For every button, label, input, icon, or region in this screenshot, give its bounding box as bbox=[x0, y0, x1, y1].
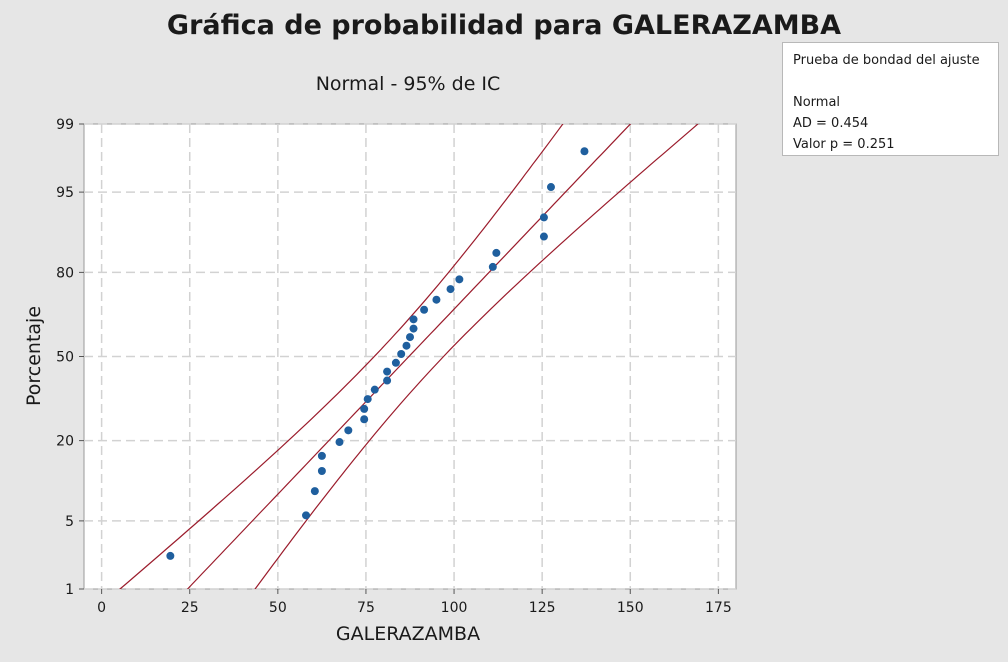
x-tick-label: 100 bbox=[441, 600, 468, 616]
stats-heading: Prueba de bondad del ajuste bbox=[793, 53, 980, 68]
x-tick-label: 75 bbox=[357, 600, 375, 616]
ci-upper-line bbox=[119, 124, 564, 589]
y-axis-ticks: 1 5 20 50 80 95 99 bbox=[56, 117, 84, 598]
x-axis-ticks: 0 25 50 75 100 125 150 175 bbox=[97, 589, 732, 616]
data-point bbox=[397, 349, 406, 358]
data-point bbox=[391, 358, 400, 367]
y-tick-label: 99 bbox=[56, 117, 74, 133]
data-point bbox=[539, 232, 548, 241]
data-point bbox=[409, 315, 418, 324]
x-tick-label: 150 bbox=[617, 600, 644, 616]
data-point bbox=[455, 275, 464, 284]
grid-lines bbox=[84, 123, 736, 590]
stats-distribution: Normal bbox=[793, 95, 841, 110]
data-point bbox=[406, 333, 414, 342]
y-tick-label: 5 bbox=[65, 514, 74, 530]
data-point bbox=[432, 295, 441, 304]
stats-p-value: Valor p = 0.251 bbox=[793, 137, 895, 152]
data-point bbox=[492, 248, 501, 257]
y-tick-label: 95 bbox=[56, 185, 74, 201]
x-tick-label: 175 bbox=[705, 600, 732, 616]
data-point bbox=[409, 324, 418, 333]
data-point bbox=[546, 183, 555, 192]
data-point bbox=[335, 438, 344, 447]
data-point bbox=[539, 213, 548, 222]
ci-lower-line bbox=[254, 124, 699, 589]
y-tick-label: 80 bbox=[56, 265, 74, 281]
data-point bbox=[580, 147, 589, 156]
x-tick-label: 125 bbox=[529, 600, 556, 616]
data-point bbox=[360, 415, 369, 424]
y-tick-label: 50 bbox=[56, 350, 74, 366]
y-axis-label: Porcentaje bbox=[23, 306, 45, 406]
stats-ad: AD = 0.454 bbox=[793, 116, 869, 131]
data-point bbox=[363, 395, 372, 404]
data-point bbox=[317, 466, 326, 475]
data-point bbox=[488, 262, 497, 271]
x-tick-label: 50 bbox=[269, 600, 287, 616]
chart-title: Gráfica de probabilidad para GALERAZAMBA bbox=[167, 10, 841, 41]
data-points bbox=[166, 147, 589, 560]
data-point bbox=[446, 285, 455, 294]
data-point bbox=[310, 487, 319, 496]
data-point bbox=[383, 376, 392, 385]
data-point bbox=[360, 404, 369, 413]
x-tick-label: 25 bbox=[181, 600, 199, 616]
fit-lines bbox=[119, 124, 699, 589]
data-point bbox=[370, 385, 379, 394]
data-point bbox=[166, 551, 175, 560]
fit-line bbox=[186, 124, 632, 589]
x-axis-label: GALERAZAMBA bbox=[336, 623, 480, 645]
x-tick-label: 0 bbox=[97, 600, 106, 616]
data-point bbox=[302, 511, 311, 520]
data-point bbox=[383, 367, 392, 376]
goodness-of-fit-box: Prueba de bondad del ajuste Normal AD = … bbox=[782, 42, 999, 156]
y-tick-label: 20 bbox=[56, 434, 74, 450]
data-point bbox=[420, 305, 429, 314]
data-point bbox=[317, 451, 326, 460]
y-tick-label: 1 bbox=[65, 582, 74, 598]
data-point bbox=[344, 426, 353, 435]
data-point bbox=[402, 341, 411, 350]
chart-subtitle: Normal - 95% de IC bbox=[316, 73, 501, 95]
